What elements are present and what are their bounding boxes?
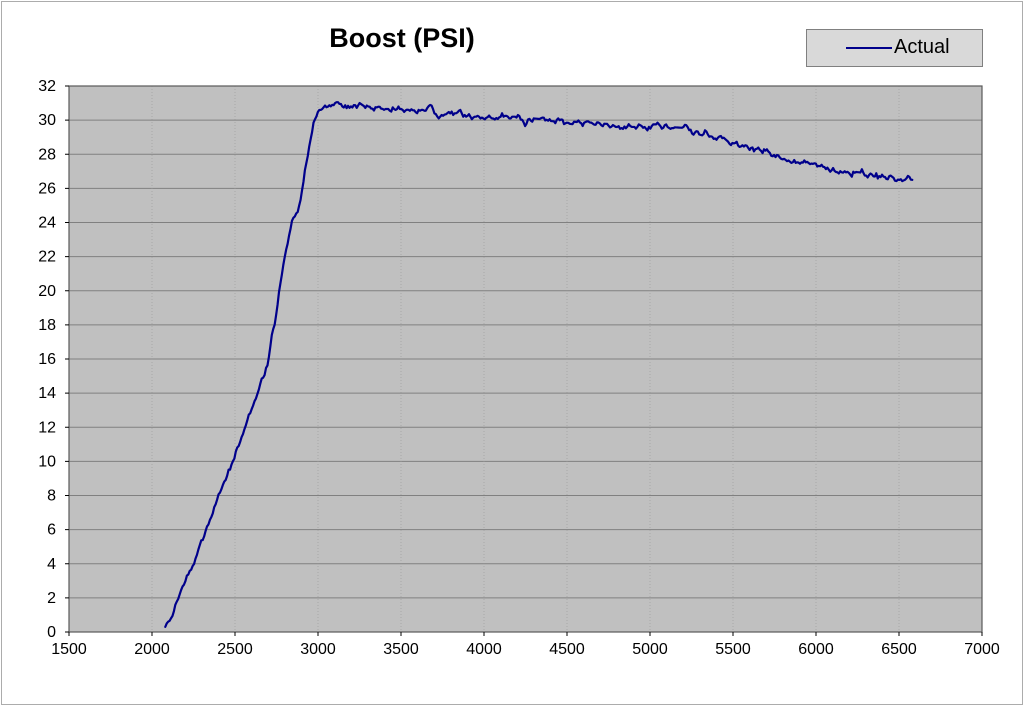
svg-text:20: 20 [38,283,56,300]
svg-text:7000: 7000 [964,641,1000,658]
svg-text:5000: 5000 [632,641,668,658]
svg-text:14: 14 [38,385,56,402]
svg-text:5500: 5500 [715,641,751,658]
svg-text:2: 2 [47,590,56,607]
svg-text:16: 16 [38,351,56,368]
svg-text:24: 24 [38,215,56,232]
svg-text:4500: 4500 [549,641,585,658]
svg-text:8: 8 [47,488,56,505]
svg-text:32: 32 [38,78,56,95]
svg-text:6000: 6000 [798,641,834,658]
svg-text:2000: 2000 [134,641,170,658]
svg-text:3000: 3000 [300,641,336,658]
svg-text:6: 6 [47,522,56,539]
svg-text:22: 22 [38,249,56,266]
svg-text:10: 10 [38,453,56,470]
svg-text:4: 4 [47,556,56,573]
svg-text:28: 28 [38,146,56,163]
svg-text:0: 0 [47,624,56,641]
svg-text:4000: 4000 [466,641,502,658]
svg-text:18: 18 [38,317,56,334]
svg-text:26: 26 [38,180,56,197]
svg-text:3500: 3500 [383,641,419,658]
svg-text:6500: 6500 [881,641,917,658]
svg-text:2500: 2500 [217,641,253,658]
svg-text:12: 12 [38,419,56,436]
svg-text:1500: 1500 [51,641,87,658]
svg-text:30: 30 [38,112,56,129]
